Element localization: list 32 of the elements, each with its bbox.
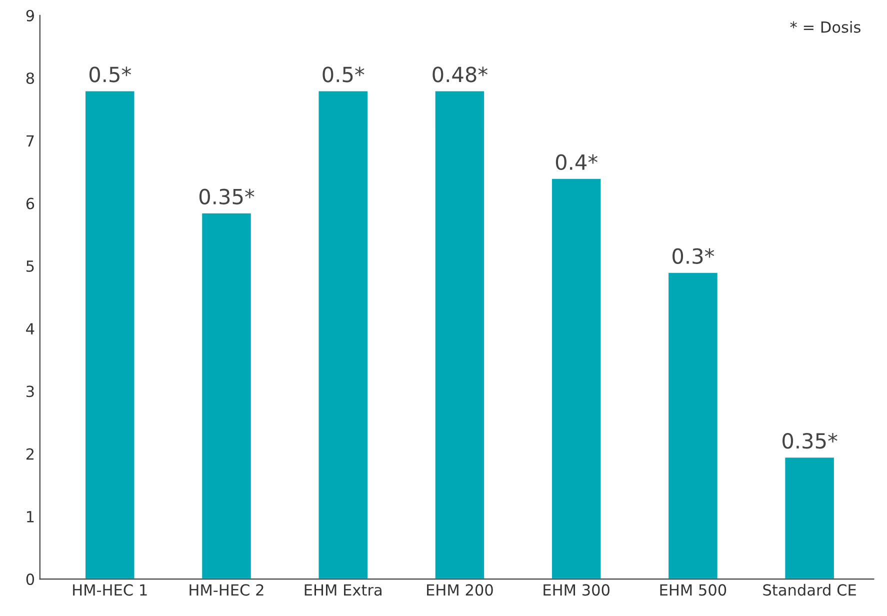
bar xyxy=(317,90,369,580)
y-tick-label: 9 xyxy=(26,10,34,22)
annotation: 0.5* xyxy=(322,66,364,82)
x-tick-label: HM-HEC 1 xyxy=(73,584,147,596)
annotation: 0.3* xyxy=(672,248,714,264)
y-tick-label: 4 xyxy=(26,323,34,334)
bar xyxy=(550,178,602,580)
y-tick-label: 8 xyxy=(26,72,34,84)
bar xyxy=(200,212,252,580)
annotation: * = Dosis xyxy=(790,21,860,33)
x-tick-label: EHM Extra xyxy=(304,584,382,596)
annotation: 0.48* xyxy=(432,66,488,82)
annotation: 0.35* xyxy=(199,188,254,204)
y-tick-label: 7 xyxy=(26,135,34,146)
y-tick-label: 5 xyxy=(26,260,34,272)
y-tick-label: 3 xyxy=(26,386,34,398)
bar xyxy=(84,90,136,580)
annotation: 0.4* xyxy=(556,154,598,170)
y-tick-label: 0 xyxy=(26,574,34,586)
annotation: 0.35* xyxy=(782,432,838,449)
bar xyxy=(434,90,486,580)
x-tick-label: EHM 200 xyxy=(427,584,493,596)
x-tick-label: EHM 300 xyxy=(544,584,610,596)
x-tick-label: Standard CE xyxy=(763,584,856,596)
bar xyxy=(784,456,836,580)
x-tick-label: HM-HEC 2 xyxy=(190,584,264,596)
y-tick-label: 6 xyxy=(26,198,34,210)
annotation: 0.5* xyxy=(89,66,132,82)
y-tick-label: 2 xyxy=(26,448,34,460)
y-tick-label: 1 xyxy=(27,511,34,522)
x-tick-label: EHM 500 xyxy=(660,584,726,596)
bar xyxy=(667,271,719,580)
